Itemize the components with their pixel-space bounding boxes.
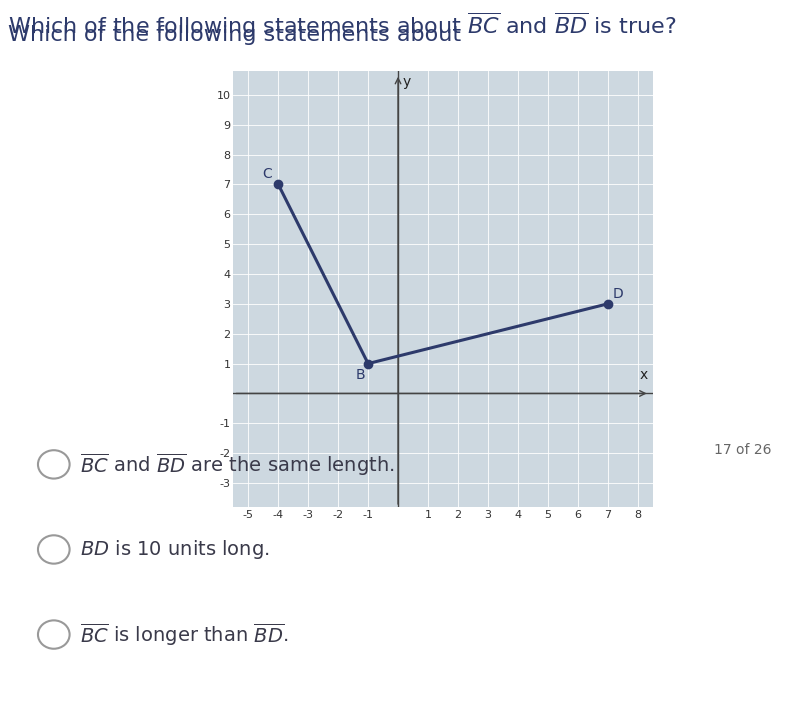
Text: $BD$ is 10 units long.: $BD$ is 10 units long. (80, 538, 270, 561)
Text: $\overline{BC}$ is longer than $\overline{BD}$.: $\overline{BC}$ is longer than $\overlin… (80, 621, 288, 648)
Text: C: C (263, 167, 272, 182)
Text: B: B (355, 368, 365, 382)
Text: x: x (640, 367, 648, 381)
Text: D: D (612, 287, 623, 301)
Text: $\overline{BC}$ and $\overline{BD}$ are the same length.: $\overline{BC}$ and $\overline{BD}$ are … (80, 451, 395, 478)
Text: 17 of 26: 17 of 26 (713, 443, 771, 457)
Text: y: y (403, 75, 411, 89)
Text: Which of the following statements about: Which of the following statements about (8, 25, 468, 45)
Text: Which of the following statements about $\overline{BC}$ and $\overline{BD}$ is t: Which of the following statements about … (8, 10, 676, 40)
